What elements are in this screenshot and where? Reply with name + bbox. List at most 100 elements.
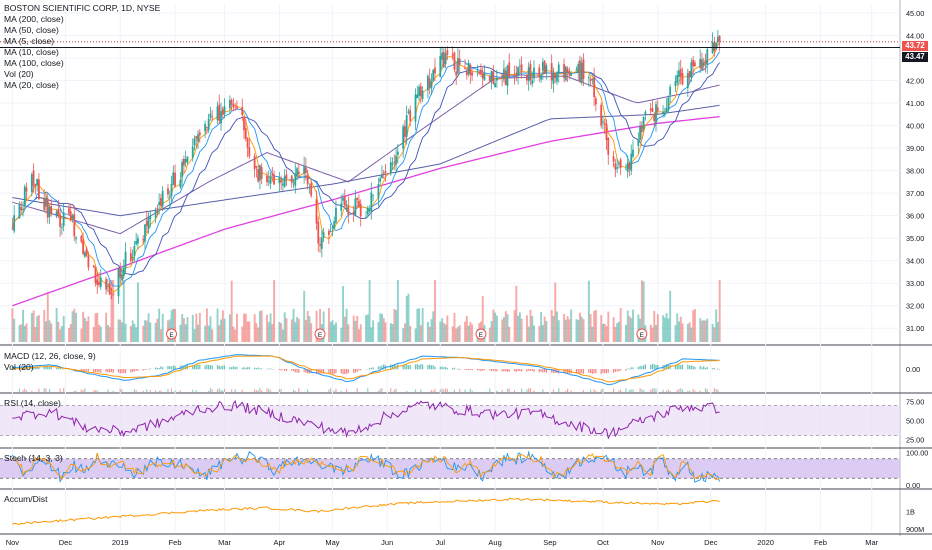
volume-bar xyxy=(614,326,617,342)
vol-mini-bar xyxy=(333,390,335,392)
vol-mini-bar xyxy=(82,389,84,392)
accum-legend: Accum/Dist xyxy=(4,494,47,505)
candle-body xyxy=(244,128,247,139)
candle-body xyxy=(531,80,534,85)
volume-bar xyxy=(294,322,297,342)
volume-bar xyxy=(55,307,58,342)
candle-body xyxy=(255,166,258,168)
accum-axis-label: 900M xyxy=(906,525,924,534)
earnings-marker-label: E xyxy=(169,332,174,339)
vol-mini-bar xyxy=(612,388,615,392)
price-axis-label: 40.00 xyxy=(906,122,924,131)
candle-body xyxy=(253,155,256,170)
price-axis-label: 35.00 xyxy=(906,234,924,243)
volume-bar xyxy=(693,309,696,342)
volume-bar xyxy=(154,322,157,342)
macd-histogram-bar xyxy=(170,366,173,370)
macd-histogram-bar xyxy=(55,368,58,370)
macd-histogram-bar xyxy=(105,369,107,373)
vol-mini-bar xyxy=(393,389,395,392)
macd-histogram-bar xyxy=(542,369,544,373)
macd-histogram-bar xyxy=(478,369,480,371)
macd-histogram-bar xyxy=(467,369,470,370)
macd-histogram-bar xyxy=(480,369,482,372)
candle-body xyxy=(471,72,474,76)
candle-body xyxy=(718,35,721,42)
volume-bar xyxy=(655,324,657,342)
volume-bar xyxy=(34,326,37,342)
vol-mini-bar xyxy=(529,388,532,392)
volume-bar xyxy=(243,313,246,342)
volume-bar xyxy=(402,328,405,342)
candle-body xyxy=(644,111,647,115)
vol-mini-bar xyxy=(552,389,555,392)
macd-histogram-bar xyxy=(344,369,346,375)
macd-histogram-bar xyxy=(483,369,486,371)
macd-histogram-bar xyxy=(169,365,171,370)
volume-bar xyxy=(632,309,635,342)
vol-mini-bar xyxy=(699,390,701,392)
vol-mini-bar xyxy=(464,389,466,392)
candle-body xyxy=(145,220,148,226)
macd-histogram-bar xyxy=(305,369,307,373)
earnings-marker-label: E xyxy=(318,332,323,339)
vol-mini-bar xyxy=(651,388,654,392)
candle-body xyxy=(396,151,399,156)
macd-histogram-bar xyxy=(32,367,35,370)
vol-mini-bar xyxy=(75,390,77,392)
macd-histogram-bar xyxy=(137,369,139,371)
vol-mini-bar xyxy=(261,390,263,392)
macd-histogram-bar xyxy=(676,364,678,370)
time-axis-label: Mar xyxy=(218,538,231,547)
macd-legend: MACD (12, 26, close, 9) Vol (20) xyxy=(4,351,96,373)
volume-bar xyxy=(124,323,127,342)
volume-bar xyxy=(131,320,134,342)
candle-body xyxy=(59,214,62,227)
candle-body xyxy=(280,180,283,183)
volume-bar xyxy=(594,309,597,342)
candle-body xyxy=(87,255,90,268)
volume-bar xyxy=(186,317,189,342)
macd-histogram-bar xyxy=(121,369,123,374)
volume-bar xyxy=(278,322,281,342)
macd-histogram-bar xyxy=(407,365,410,370)
macd-histogram-bar xyxy=(692,365,694,370)
candle-body xyxy=(674,81,677,87)
macd-histogram-bar xyxy=(688,365,691,370)
macd-histogram-bar xyxy=(160,366,162,370)
vol-mini-bar xyxy=(489,388,491,392)
candle-body xyxy=(317,221,320,244)
volume-bar xyxy=(30,313,33,342)
macd-histogram-bar xyxy=(149,368,151,370)
candle-body xyxy=(614,163,617,170)
vol-mini-bar xyxy=(307,389,309,392)
candle-body xyxy=(504,70,507,85)
volume-bar xyxy=(421,308,424,342)
volume-bar xyxy=(315,310,318,342)
vol-mini-bar xyxy=(406,390,408,392)
volume-bar xyxy=(22,309,24,342)
candle-body xyxy=(129,253,132,262)
volume-bar xyxy=(60,325,63,342)
candle-body xyxy=(18,204,21,219)
vol-mini-bar xyxy=(650,389,652,392)
macd-histogram-bar xyxy=(255,368,257,370)
candle-body xyxy=(271,173,274,176)
candle-body xyxy=(110,297,113,299)
macd-histogram-bar xyxy=(195,364,197,370)
volume-bar xyxy=(308,316,311,342)
candle-body xyxy=(407,111,410,113)
macd-histogram-bar xyxy=(577,369,579,374)
macd-histogram-bar xyxy=(466,369,468,371)
volume-bar xyxy=(48,320,51,342)
macd-histogram-bar xyxy=(232,366,234,370)
volume-bar xyxy=(82,311,85,342)
macd-histogram-bar xyxy=(563,369,565,373)
time-axis-label: Aug xyxy=(488,538,501,547)
vol-mini-bar xyxy=(208,390,210,392)
candle-body xyxy=(637,139,640,146)
volume-bar xyxy=(62,315,65,342)
candle-body xyxy=(676,75,679,83)
macd-histogram-bar xyxy=(154,367,157,370)
